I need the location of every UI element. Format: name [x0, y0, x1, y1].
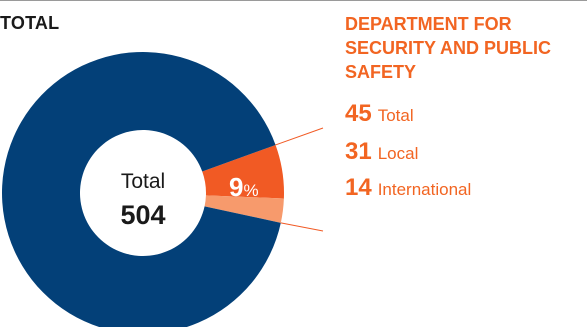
donut-slice-local — [202, 144, 284, 199]
stat-international: 14 International — [345, 174, 471, 202]
highlight-percent: 9% — [229, 172, 259, 203]
stat-local-value: 31 — [345, 138, 372, 165]
percent-symbol: % — [243, 181, 259, 200]
section-title: TOTAL — [0, 13, 60, 33]
donut-slice-international — [204, 195, 284, 223]
stat-total: 45 Total — [345, 100, 414, 128]
stat-total-label: Total — [377, 106, 414, 125]
highlight-percent-value: 9 — [229, 172, 244, 202]
leader-line-top — [275, 127, 324, 146]
stat-total-value: 45 — [345, 100, 372, 127]
stat-local: 31 Local — [345, 138, 418, 166]
stat-local-label: Local — [377, 144, 419, 163]
stat-international-value: 14 — [345, 174, 372, 201]
leader-line-bottom — [280, 222, 324, 232]
stat-international-label: International — [377, 180, 472, 199]
donut-center-value: 504 — [120, 200, 166, 230]
department-name: DEPARTMENT FOR SECURITY AND PUBLIC SAFET… — [345, 14, 552, 82]
top-divider — [0, 0, 587, 1]
donut-center-caption: Total — [120, 170, 166, 193]
donut-slice-other — [2, 52, 281, 327]
